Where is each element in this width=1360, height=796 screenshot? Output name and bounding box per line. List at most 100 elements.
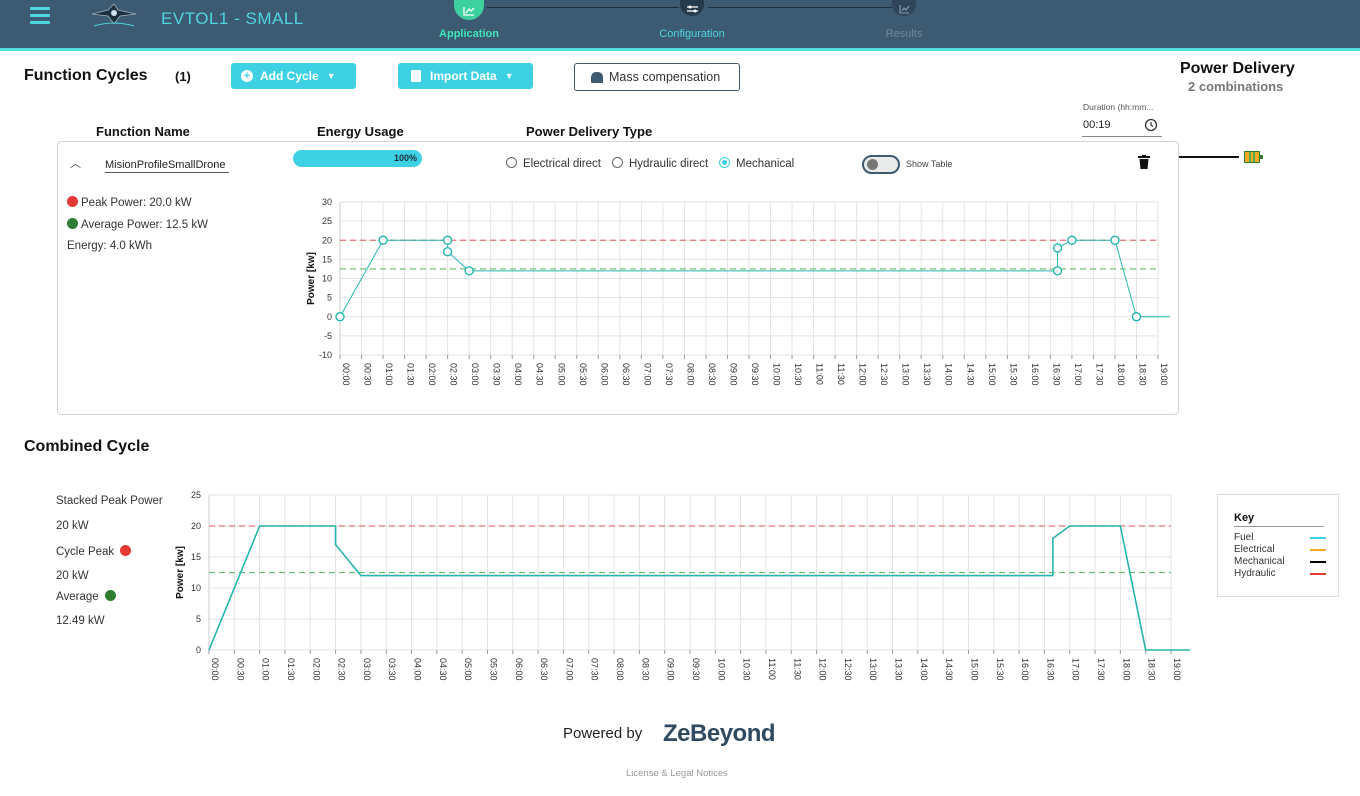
x-tick-label: 00:30	[363, 363, 373, 386]
x-tick-label: 05:00	[463, 658, 473, 681]
legal-notices-link[interactable]: License & Legal Notices	[626, 768, 728, 779]
x-tick-label: 08:30	[640, 658, 650, 681]
hamburger-menu-icon[interactable]	[30, 7, 50, 24]
x-tick-label: 09:00	[728, 363, 738, 386]
x-tick-label: 02:30	[449, 363, 459, 386]
radio-hydraulic-direct[interactable]: Hydraulic direct	[612, 157, 708, 170]
red-dot-icon	[120, 545, 132, 556]
x-tick-label: 18:00	[1116, 363, 1126, 386]
function-cycles-count: (1)	[175, 69, 191, 84]
key-label: Electrical	[1234, 544, 1275, 555]
x-tick-label: 03:30	[387, 658, 397, 681]
x-tick-label: 08:30	[707, 363, 717, 386]
y-tick-label: -10	[319, 350, 332, 360]
radio-electrical-direct[interactable]: Electrical direct	[506, 157, 601, 170]
x-tick-label: 17:30	[1094, 363, 1104, 386]
powered-by-text: Powered by	[563, 725, 643, 742]
x-tick-label: 13:00	[868, 658, 878, 681]
combined-cycle-chart: 0 5 10 15 20 25 00:00 00:30 01:00 01:30 02:00 02:30…	[175, 490, 1190, 681]
function-cycles-title: Function Cycles	[24, 67, 148, 84]
show-table-toggle[interactable]	[862, 155, 900, 174]
energy-usage-bar: 100%	[293, 150, 422, 167]
step-configuration[interactable]: Configuration	[652, 0, 732, 40]
x-tick-label: 08:00	[685, 363, 695, 386]
app-logo	[91, 3, 137, 27]
x-tick-label: 06:30	[539, 658, 549, 681]
x-tick-label: 10:00	[772, 363, 782, 386]
y-tick-label: 10	[322, 274, 332, 284]
x-tick-label: 10:00	[716, 658, 726, 681]
mass-compensation-label: Mass compensation	[609, 70, 721, 84]
header-accent-line	[0, 48, 1360, 51]
y-tick-label: -5	[324, 331, 332, 341]
key-swatch	[1310, 537, 1326, 539]
duration-field[interactable]: 00:19	[1082, 115, 1162, 137]
power-delivery-title: Power Delivery	[1180, 60, 1295, 77]
stacked-peak-label: Stacked Peak Power	[56, 495, 163, 507]
battery-icon[interactable]	[1244, 151, 1263, 163]
energy-usage-header: Energy Usage	[317, 124, 404, 139]
step-results[interactable]: Results	[872, 0, 936, 40]
plus-circle-icon: +	[241, 70, 253, 82]
import-data-button[interactable]: Import Data ▼	[398, 63, 533, 89]
trash-icon[interactable]	[1138, 155, 1150, 169]
cycle-name-field[interactable]: MisionProfileSmallDrone	[105, 155, 229, 173]
sliders-icon	[680, 0, 704, 16]
x-tick-label: 03:00	[470, 363, 480, 386]
x-tick-label: 11:30	[792, 658, 802, 680]
top-bar: EVTOL1 - SMALL Application Configuration…	[0, 0, 1360, 48]
power-delivery-type-header: Power Delivery Type	[526, 124, 653, 139]
import-data-label: Import Data	[430, 69, 497, 83]
x-tick-label: 07:00	[564, 658, 574, 681]
brand-logo: ZeBeyond	[663, 720, 776, 747]
x-tick-label: 07:00	[642, 363, 652, 386]
x-tick-label: 15:00	[987, 363, 997, 386]
x-tick-label: 14:30	[965, 363, 975, 386]
average-label: Average	[56, 591, 99, 603]
file-icon	[411, 70, 421, 82]
radio-label: Hydraulic direct	[629, 158, 709, 170]
key-item-electrical: Electrical	[1234, 544, 1326, 555]
stepper-connector	[708, 7, 892, 8]
mass-compensation-button[interactable]: Mass compensation	[574, 63, 740, 91]
cycle-peak-stat: Cycle Peak	[56, 545, 134, 558]
key-swatch	[1310, 549, 1326, 551]
caret-down-icon: ▼	[326, 71, 336, 81]
average-power-stat: Average Power: 12.5 kW	[67, 218, 208, 231]
stepper-connector	[487, 7, 679, 8]
data-point	[1052, 243, 1063, 253]
radio-mechanical[interactable]: Mechanical	[719, 157, 794, 170]
duration-value: 00:19	[1083, 119, 1111, 131]
x-tick-label: 13:00	[901, 363, 911, 386]
weight-icon	[591, 71, 603, 83]
x-tick-label: 02:00	[311, 658, 321, 681]
data-point	[464, 266, 474, 276]
x-tick-label: 14:00	[919, 658, 929, 681]
key-title: Key	[1234, 512, 1255, 524]
x-tick-label: 03:30	[492, 363, 502, 386]
y-tick-label: 15	[322, 254, 332, 264]
add-cycle-label: Add Cycle	[260, 69, 319, 83]
data-point	[1110, 235, 1120, 245]
x-tick-label: 08:00	[615, 658, 625, 681]
powered-by: Powered by ZeBeyond	[563, 720, 803, 750]
average-stat: Average	[56, 590, 119, 603]
key-label: Hydraulic	[1234, 568, 1276, 579]
x-tick-label: 12:30	[843, 658, 853, 681]
key-legend: Key Fuel Electrical Mechanical Hydraulic	[1217, 494, 1339, 597]
x-tick-label: 05:30	[488, 658, 498, 681]
series-line	[208, 525, 1190, 651]
step-application[interactable]: Application	[431, 0, 507, 40]
data-point	[335, 312, 345, 322]
add-cycle-button[interactable]: + Add Cycle ▼	[231, 63, 356, 89]
x-tick-label: 01:30	[286, 658, 296, 681]
step-label: Results	[885, 28, 923, 40]
y-axis-label: Power [kw]	[306, 252, 317, 305]
x-tick-label: 09:30	[691, 658, 701, 681]
x-tick-label: 10:30	[742, 658, 752, 681]
data-point	[1052, 266, 1063, 276]
data-point	[1131, 312, 1142, 322]
clock-icon[interactable]	[1144, 118, 1158, 132]
app-title: EVTOL1 - SMALL	[161, 9, 304, 28]
collapse-chevron-icon[interactable]: ︿	[70, 158, 81, 170]
